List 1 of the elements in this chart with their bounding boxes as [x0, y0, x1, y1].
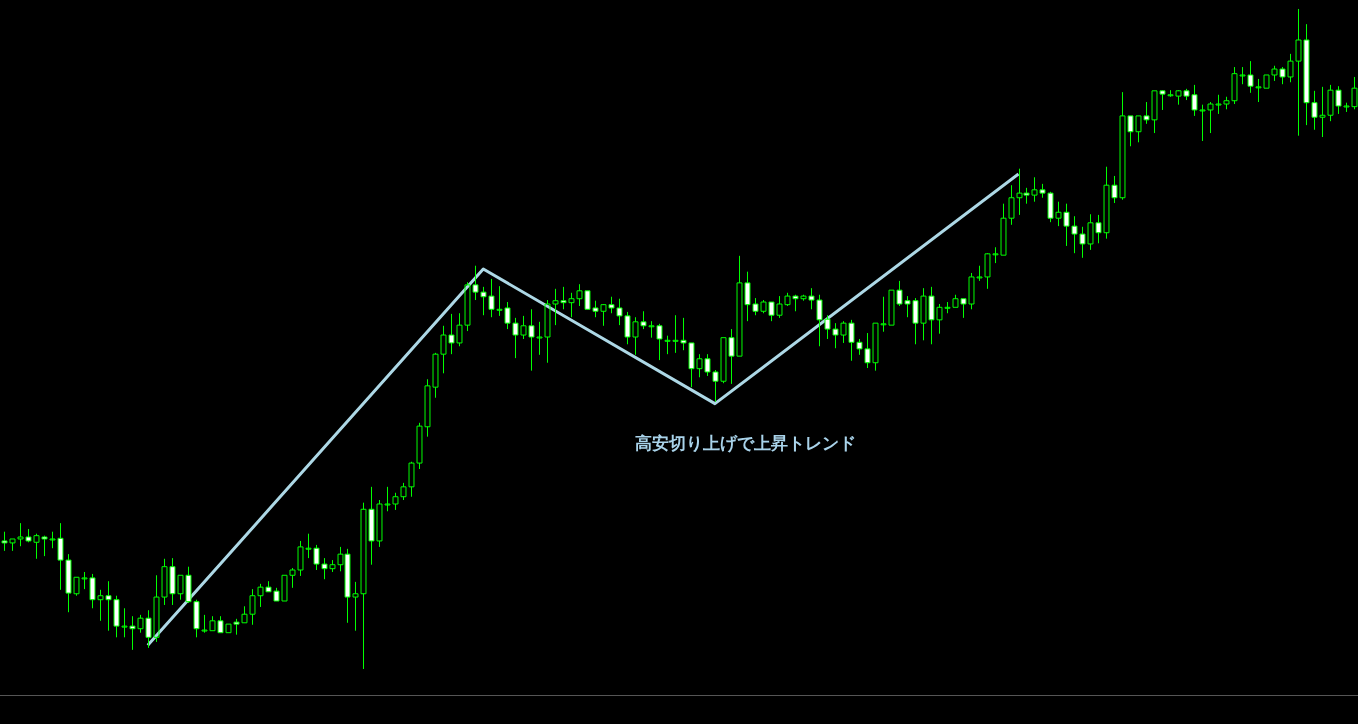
annotation: 高安切り上げで上昇トレンド — [635, 433, 857, 454]
